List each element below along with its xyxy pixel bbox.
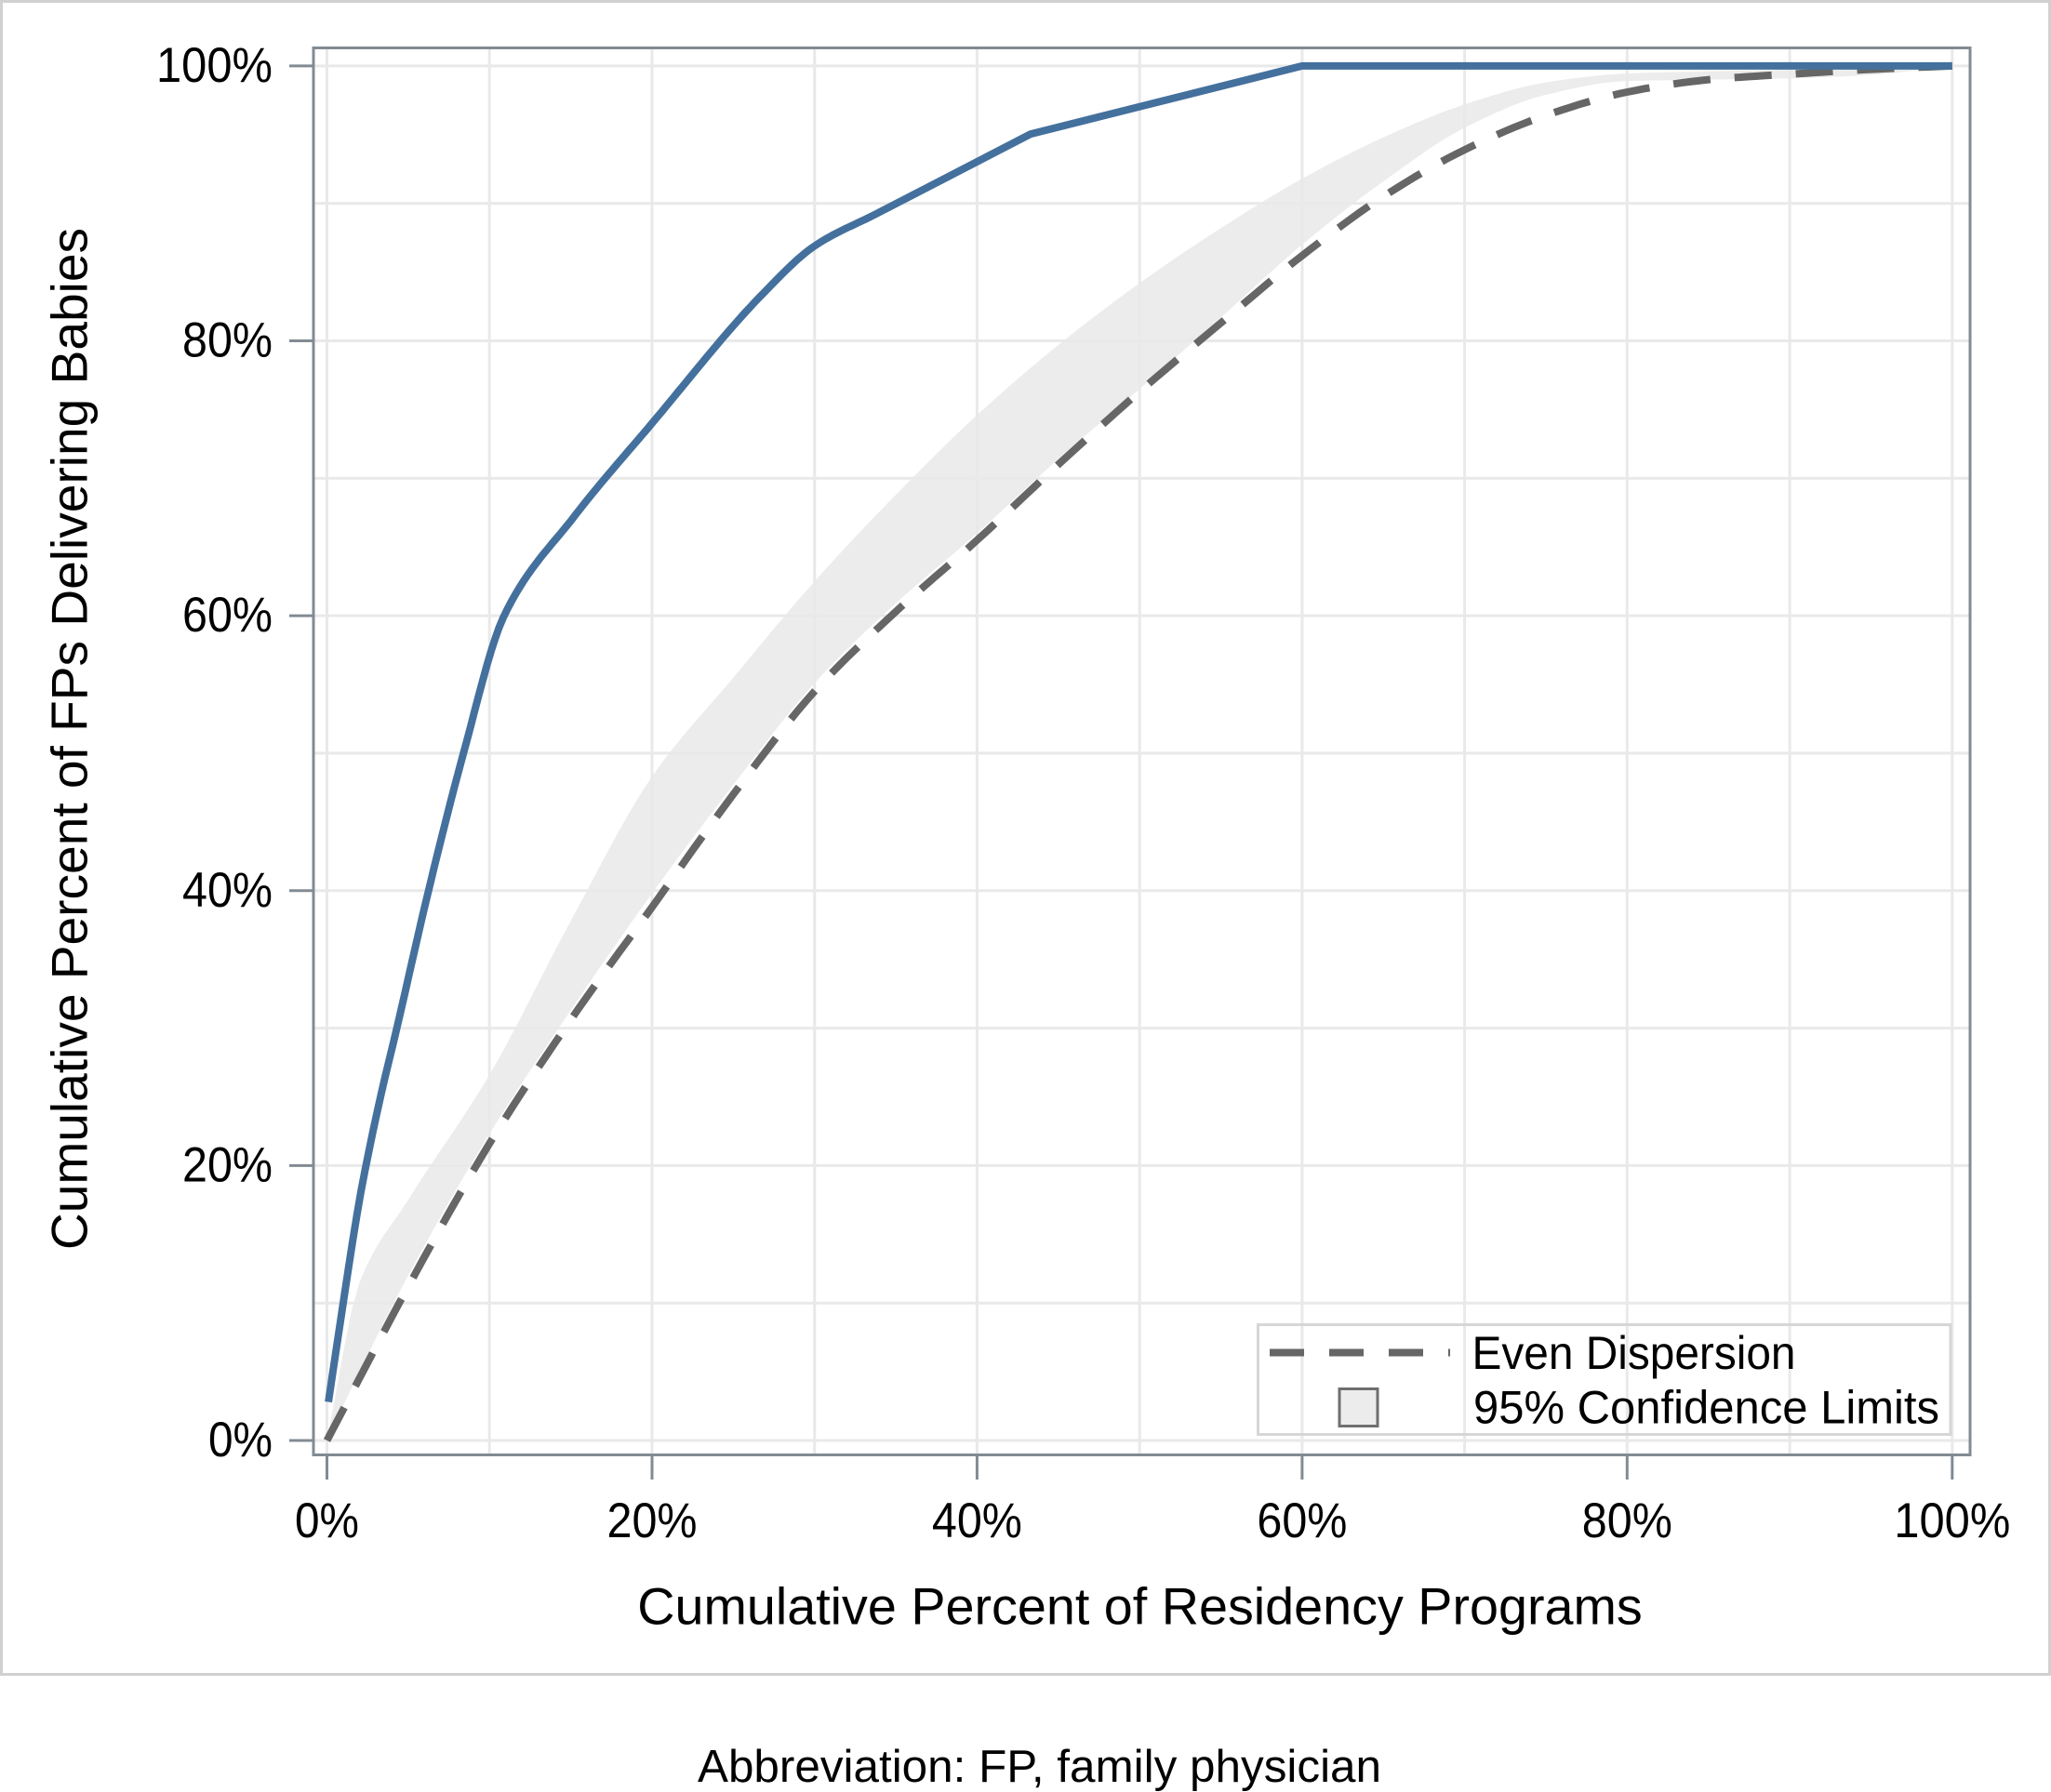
- svg-text:20%: 20%: [182, 1137, 273, 1192]
- svg-text:20%: 20%: [607, 1493, 698, 1548]
- svg-text:Abbreviation: FP, family physi: Abbreviation: FP, family physician: [698, 1742, 1381, 1792]
- svg-text:Cumulative Percent of Residenc: Cumulative Percent of Residency Programs: [637, 1577, 1643, 1636]
- svg-text:Cumulative Percent of FPs Deli: Cumulative Percent of FPs Delivering Bab…: [41, 228, 99, 1250]
- svg-text:60%: 60%: [182, 588, 273, 643]
- svg-text:100%: 100%: [156, 38, 273, 93]
- svg-text:40%: 40%: [182, 863, 273, 918]
- svg-text:100%: 100%: [1894, 1493, 2010, 1548]
- svg-text:60%: 60%: [1257, 1493, 1347, 1548]
- svg-text:0%: 0%: [295, 1493, 359, 1548]
- svg-text:80%: 80%: [182, 313, 273, 368]
- svg-text:0%: 0%: [208, 1413, 273, 1467]
- svg-text:40%: 40%: [932, 1493, 1022, 1548]
- svg-text:80%: 80%: [1582, 1493, 1672, 1548]
- svg-text:95% Confidence Limits: 95% Confidence Limits: [1473, 1382, 1939, 1434]
- svg-text:Even Dispersion: Even Dispersion: [1472, 1327, 1796, 1379]
